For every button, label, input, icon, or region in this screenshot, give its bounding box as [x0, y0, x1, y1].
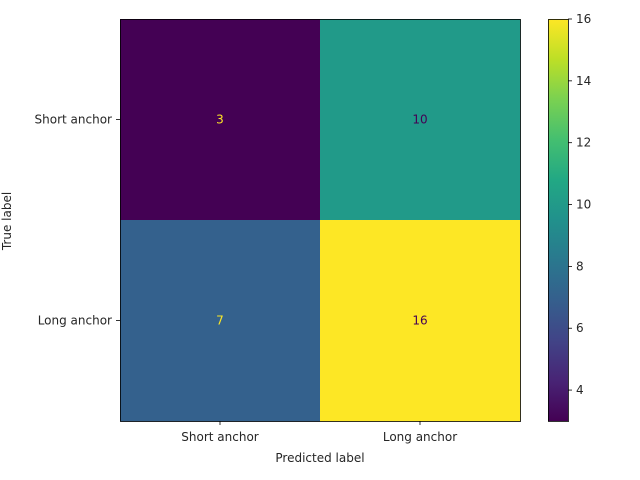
colorbar-frame [548, 19, 569, 422]
matrix-cell-value: 7 [216, 314, 224, 328]
y-axis: Short anchor Long anchor [35, 113, 120, 328]
matrix-frame [120, 19, 521, 422]
y-tick-label: Short anchor [35, 113, 113, 127]
matrix-cell-value: 16 [412, 314, 427, 328]
x-tick-label: Short anchor [181, 430, 259, 444]
y-axis-label: True label [0, 192, 14, 251]
colorbar [548, 19, 568, 421]
colorbar-tick-label: 6 [576, 321, 584, 335]
colorbar-tick-label: 12 [576, 136, 591, 150]
matrix-cell-labels: 3 10 7 16 [216, 113, 427, 328]
colorbar-tick-label: 8 [576, 259, 584, 273]
colorbar-tick-label: 16 [576, 12, 591, 26]
matrix-cell [120, 19, 321, 221]
matrix-cell [120, 220, 321, 422]
matrix-cell [320, 220, 521, 422]
matrix-cell [320, 19, 521, 221]
x-tick-label: Long anchor [383, 430, 457, 444]
x-axis-label: Predicted label [275, 451, 364, 465]
colorbar-axis: 4 6 8 10 12 14 16 [568, 12, 591, 397]
y-tick-label: Long anchor [38, 314, 112, 328]
matrix-cell-value: 3 [216, 113, 224, 127]
matrix-cells [120, 19, 521, 422]
x-axis: Short anchor Long anchor [181, 421, 457, 444]
colorbar-tick-label: 10 [576, 198, 591, 212]
colorbar-tick-label: 14 [576, 74, 591, 88]
colorbar-tick-label: 4 [576, 383, 584, 397]
matrix-cell-value: 10 [412, 113, 427, 127]
